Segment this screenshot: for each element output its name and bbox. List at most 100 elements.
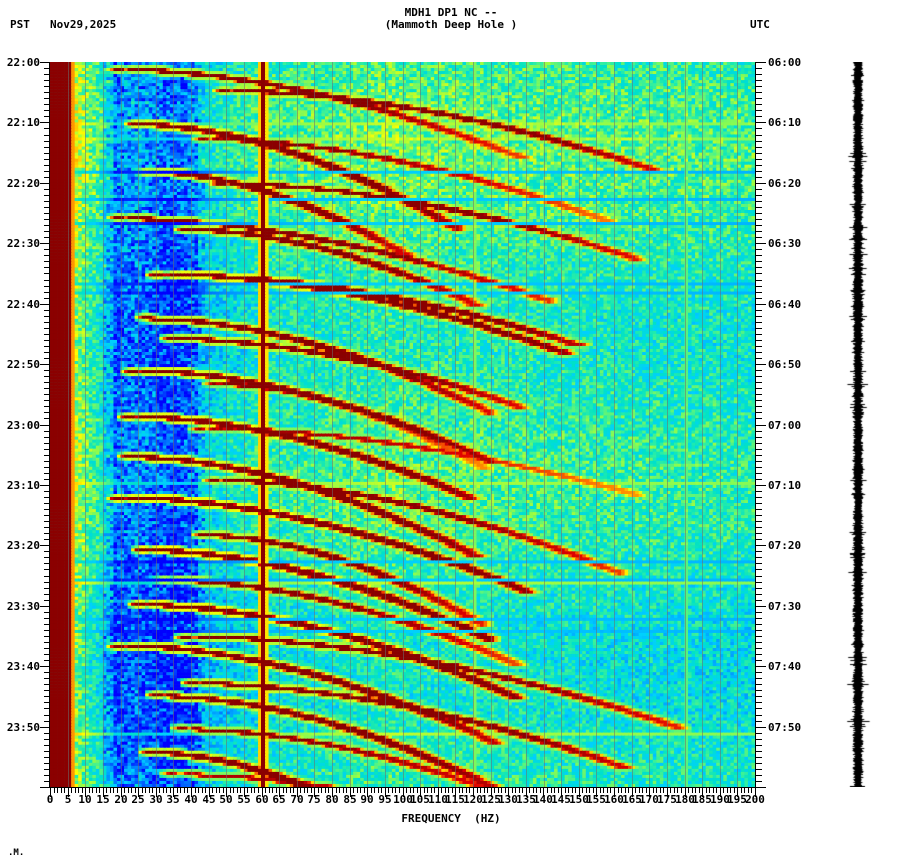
y-tick-right [756,455,762,456]
x-tick [350,788,351,797]
y-tick-right [756,195,762,196]
y-tick-left [44,370,50,371]
x-tick [251,788,252,793]
y-tick-right [756,563,762,564]
x-tick [286,788,287,793]
y-tick-right [756,763,762,764]
y-tick-right [756,412,762,413]
y-tick-right [756,388,762,389]
x-tick [184,788,185,793]
x-tick [727,788,728,793]
y-tick-left [44,775,50,776]
x-tick [755,788,756,797]
y-axis-right-label: 06:50 [768,358,802,371]
y-tick-left [44,449,50,450]
x-tick [519,788,520,793]
x-axis-label: 175 [657,793,677,806]
x-tick [720,788,721,797]
y-tick-right [756,721,762,722]
y-tick-left [44,98,50,99]
y-tick-right [756,551,762,552]
x-tick [723,788,724,793]
y-tick-left [44,636,50,637]
y-tick-right [756,787,766,788]
y-tick-right [756,68,762,69]
x-tick [82,788,83,793]
x-axis-label: 105 [410,793,430,806]
x-tick [142,788,143,793]
y-tick-left [44,509,50,510]
x-tick [195,788,196,793]
x-tick [438,788,439,797]
x-axis-label: 155 [586,793,606,806]
x-tick [660,788,661,793]
x-tick [57,788,58,793]
x-tick [716,788,717,793]
y-axis-left-label: 23:30 [6,600,40,613]
x-axis-label: 125 [481,793,501,806]
y-tick-right [756,135,762,136]
y-tick-left [44,576,50,577]
y-tick-left [44,672,50,673]
y-tick-left [44,68,50,69]
y-tick-right [756,86,762,87]
x-tick [522,788,523,793]
y-tick-left [44,684,50,685]
x-axis-title: FREQUENCY (HZ) [401,812,501,825]
station-subtitle: (Mammoth Deep Hole ) [384,18,518,31]
spectrogram-plot[interactable] [50,62,755,787]
y-tick-left [44,147,50,148]
y-tick-left [44,431,50,432]
x-tick [262,788,263,797]
y-tick-left [44,551,50,552]
y-tick-left [44,394,50,395]
y-tick-left [44,582,50,583]
y-tick-left [44,406,50,407]
y-tick-left [44,201,50,202]
y-tick-left [44,491,50,492]
y-tick-right [756,431,762,432]
x-tick [540,788,541,793]
x-tick [371,788,372,793]
y-tick-right [756,576,762,577]
x-axis-label: 45 [202,793,216,806]
y-tick-left [40,727,50,728]
y-tick-left [44,340,50,341]
y-tick-right [756,189,762,190]
y-axis-right-label: 07:40 [768,660,802,673]
x-tick [177,788,178,793]
x-tick [388,788,389,793]
y-tick-right [756,334,762,335]
x-tick [233,788,234,793]
x-tick [614,788,615,797]
x-axis-label: 130 [498,793,518,806]
y-tick-left [40,62,50,63]
y-tick-right [756,292,762,293]
x-tick [364,788,365,793]
y-tick-left [40,485,50,486]
x-tick [152,788,153,793]
x-axis-label: 160 [604,793,624,806]
x-tick [357,788,358,793]
y-tick-left [44,116,50,117]
x-tick [677,788,678,793]
y-tick-right [756,418,762,419]
y-tick-right [756,425,766,426]
y-tick-right [756,521,762,522]
x-tick [54,788,55,793]
y-tick-left [44,110,50,111]
x-axis-label: 10 [78,793,92,806]
y-tick-left [44,624,50,625]
y-tick-left [44,159,50,160]
y-tick-left [44,527,50,528]
y-tick-left [44,569,50,570]
y-tick-left [40,606,50,607]
y-tick-right [756,648,762,649]
y-tick-left [44,255,50,256]
x-tick [607,788,608,793]
y-tick-left [44,267,50,268]
y-tick-left [44,128,50,129]
x-axis-line [49,787,756,788]
y-tick-left [44,352,50,353]
y-tick-left [44,292,50,293]
